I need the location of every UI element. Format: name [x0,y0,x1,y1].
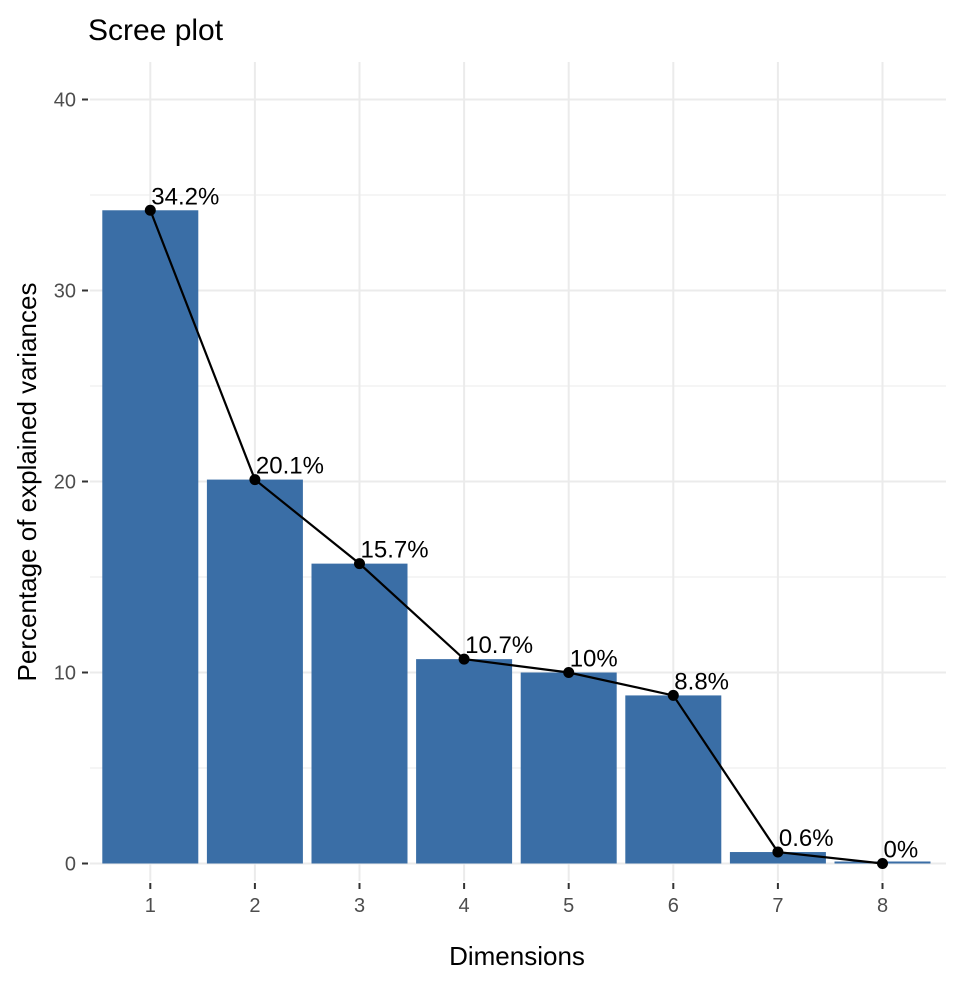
scree-point [563,667,575,678]
x-tick-label: 5 [563,895,574,917]
scree-point [877,858,888,869]
x-tick-label: 3 [354,895,365,917]
scree-point [458,653,470,665]
scree-point [772,846,784,858]
bar-dimension-4 [416,659,513,864]
data-label: 10.7% [465,632,533,659]
data-label: 0% [884,837,919,864]
y-tick-label: 40 [54,90,76,112]
x-tick-label: 8 [877,895,888,917]
y-axis-title: Percentage of explained variances [12,283,42,682]
data-label: 20.1% [256,453,324,480]
y-tick-label: 30 [54,281,76,303]
data-label: 15.7% [361,537,429,564]
chart-title: Scree plot [88,14,224,47]
x-axis-title: Dimensions [449,941,585,971]
axes: 0 10 20 30 40 1 2 3 4 5 6 7 8 [54,90,888,918]
bar-dimension-5 [520,672,617,864]
y-tick-label: 20 [54,472,76,494]
x-tick-label: 7 [772,895,783,917]
y-tick-label: 10 [54,663,76,685]
data-label: 8.8% [674,668,729,695]
scree-point [144,204,156,216]
bar-dimension-7 [729,852,826,864]
bars [102,210,931,864]
bar-dimension-3 [311,563,408,864]
bar-dimension-2 [206,479,303,864]
trend-line [144,204,888,869]
data-label: 0.6% [779,825,834,852]
x-tick-label: 4 [459,895,470,917]
x-tick-label: 1 [145,895,156,917]
x-tick-label: 2 [249,895,260,917]
data-label: 34.2% [151,183,219,210]
scree-line [149,209,883,865]
x-tick-label: 6 [668,895,679,917]
bar-dimension-6 [625,695,722,864]
data-label: 10% [570,646,618,673]
scree-point [667,689,679,701]
scree-point [249,474,261,486]
bar-dimension-1 [102,210,199,864]
scree-point [354,558,365,570]
y-tick-label: 0 [65,854,76,876]
data-labels: 34.2% 20.1% 15.7% 10.7% 10% 8.8% 0.6% 0% [151,183,918,863]
